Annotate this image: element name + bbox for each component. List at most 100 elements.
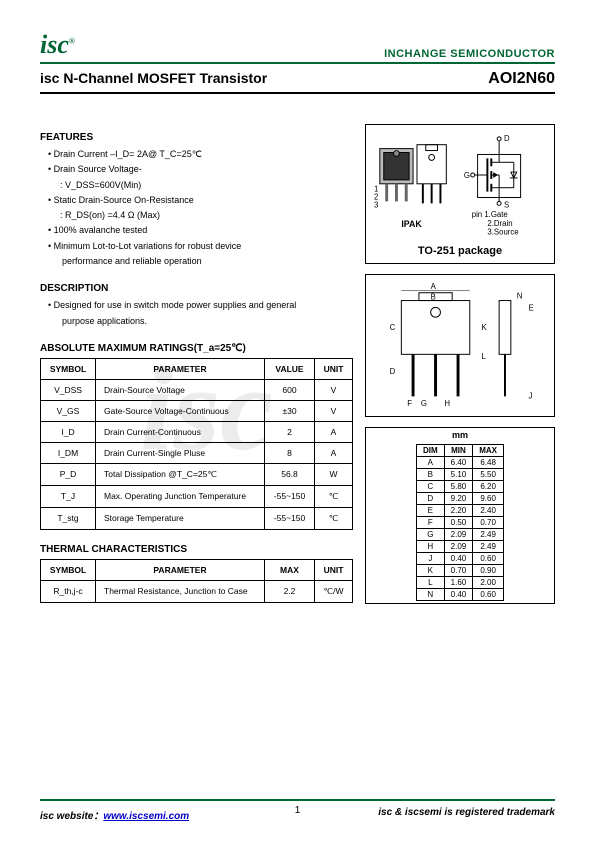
cell-param: Max. Operating Junction Temperature: [96, 485, 265, 507]
table-row: I_DDrain Current-Continuous2A: [41, 421, 353, 442]
cell-unit: V: [315, 379, 353, 400]
svg-text:L: L: [482, 352, 487, 361]
ipak-label: IPAK: [401, 219, 422, 229]
pin-num: 3: [374, 200, 378, 209]
dim-row: K0.700.90: [416, 564, 503, 576]
dim-cell: C: [416, 480, 444, 492]
svg-text:N: N: [517, 291, 523, 300]
abs-max-heading: ABSOLUTE MAXIMUM RATINGS(T_a=25℃): [40, 343, 353, 354]
desc-line: Designed for use in switch mode power su…: [48, 298, 353, 313]
svg-text:F: F: [407, 399, 412, 408]
cell-val: 56.8: [265, 463, 315, 485]
col-value: VALUE: [265, 358, 315, 379]
dim-row: J0.400.60: [416, 552, 503, 564]
table-row: V_GSGate-Source Voltage-Continuous±30V: [41, 400, 353, 421]
dim-cell: 6.40: [444, 456, 473, 468]
cell-unit: V: [315, 400, 353, 421]
col-max: MAX: [265, 559, 315, 580]
cell-param: Total Dissipation @T_C=25℃: [96, 463, 265, 485]
title-row: isc N-Channel MOSFET Transistor AOI2N60: [40, 64, 555, 94]
feature-item: Static Drain-Source On-Resistance: [48, 193, 353, 208]
cell-unit: ℃/W: [315, 580, 353, 602]
svg-text:B: B: [431, 292, 436, 301]
footer-right: isc & iscsemi is registered trademark: [378, 807, 555, 822]
dim-row: B5.105.50: [416, 468, 503, 480]
svg-text:A: A: [431, 281, 437, 290]
dim-cell: 9.20: [444, 492, 473, 504]
svg-text:D: D: [390, 366, 396, 375]
product-title: isc N-Channel MOSFET Transistor: [40, 70, 267, 86]
dim-cell: 9.60: [473, 492, 504, 504]
feature-item: Drain Source Voltage-: [48, 162, 353, 177]
dim-cell: 2.49: [473, 528, 504, 540]
cell-val: 2.2: [265, 580, 315, 602]
dim-cell: 5.10: [444, 468, 473, 480]
cell-unit: ℃: [315, 485, 353, 507]
dim-cell: 0.60: [473, 588, 504, 600]
dim-cell: H: [416, 540, 444, 552]
description-heading: DESCRIPTION: [40, 283, 353, 294]
table-row: T_stgStorage Temperature-55~150℃: [41, 507, 353, 529]
dim-cell: K: [416, 564, 444, 576]
dim-cell: 5.50: [473, 468, 504, 480]
dim-cell: 2.09: [444, 528, 473, 540]
thermal-table: SYMBOL PARAMETER MAX UNIT R_th,j-cTherma…: [40, 559, 353, 603]
cell-unit: A: [315, 421, 353, 442]
cell-param: Drain Current-Continuous: [96, 421, 265, 442]
cell-val: ±30: [265, 400, 315, 421]
col-unit: UNIT: [315, 559, 353, 580]
cell-val: 600: [265, 379, 315, 400]
cell-param: Thermal Resistance, Junction to Case: [96, 580, 265, 602]
dim-row: N0.400.60: [416, 588, 503, 600]
dim-cell: F: [416, 516, 444, 528]
dim-row: E2.202.40: [416, 504, 503, 516]
dim-cell: D: [416, 492, 444, 504]
cell-sym: P_D: [41, 463, 96, 485]
dim-cell: 5.80: [444, 480, 473, 492]
features-heading: FEATURES: [40, 132, 353, 143]
website-link[interactable]: www.iscsemi.com: [103, 811, 189, 822]
svg-text:C: C: [390, 322, 396, 331]
dim-cell: 0.90: [473, 564, 504, 576]
dim-cell: 1.60: [444, 576, 473, 588]
dim-cell: L: [416, 576, 444, 588]
table-row: P_DTotal Dissipation @T_C=25℃56.8W: [41, 463, 353, 485]
pin-label: pin 1.Gate: [472, 210, 508, 219]
dim-col: DIM: [416, 444, 444, 456]
pin-label: 2.Drain: [487, 219, 512, 228]
table-row: I_DMDrain Current-Single Pluse8A: [41, 442, 353, 463]
table-row: V_DSSDrain-Source Voltage600V: [41, 379, 353, 400]
dimension-table: DIMMINMAX A6.406.48 B5.105.50 C5.806.20 …: [416, 444, 504, 601]
dim-col: MIN: [444, 444, 473, 456]
dim-cell: 0.70: [444, 564, 473, 576]
pin-s-label: S: [504, 200, 509, 209]
feature-sub: : V_DSS=600V(Min): [48, 178, 353, 193]
dim-cell: 0.40: [444, 588, 473, 600]
dim-col: MAX: [473, 444, 504, 456]
pin-g-label: G: [464, 171, 470, 180]
cell-sym: T_stg: [41, 507, 96, 529]
dim-row: C5.806.20: [416, 480, 503, 492]
dim-cell: A: [416, 456, 444, 468]
dim-unit: mm: [368, 430, 552, 440]
pin-label: 3.Source: [487, 228, 518, 237]
dimension-diagram: A B C D L K N E F G H J: [365, 274, 555, 417]
dim-cell: E: [416, 504, 444, 516]
cell-sym: R_th,j-c: [41, 580, 96, 602]
footer: isc website：www.iscsemi.com isc & iscsem…: [40, 799, 555, 822]
cell-val: 2: [265, 421, 315, 442]
cell-sym: V_DSS: [41, 379, 96, 400]
cell-sym: T_J: [41, 485, 96, 507]
cell-sym: I_D: [41, 421, 96, 442]
cell-param: Drain-Source Voltage: [96, 379, 265, 400]
feature-sub: : R_DS(on) =4.4 Ω (Max): [48, 208, 353, 223]
dim-cell: 0.40: [444, 552, 473, 564]
feature-item: Minimum Lot-to-Lot variations for robust…: [48, 239, 353, 254]
feature-item: Drain Current –I_D= 2A@ T_C=25℃: [48, 147, 353, 162]
logo: isc®: [40, 30, 75, 60]
dim-cell: 6.48: [473, 456, 504, 468]
dim-cell: 2.09: [444, 540, 473, 552]
dim-row: D9.209.60: [416, 492, 503, 504]
dim-cell: 0.70: [473, 516, 504, 528]
dimension-svg: A B C D L K N E F G H J: [372, 281, 548, 408]
